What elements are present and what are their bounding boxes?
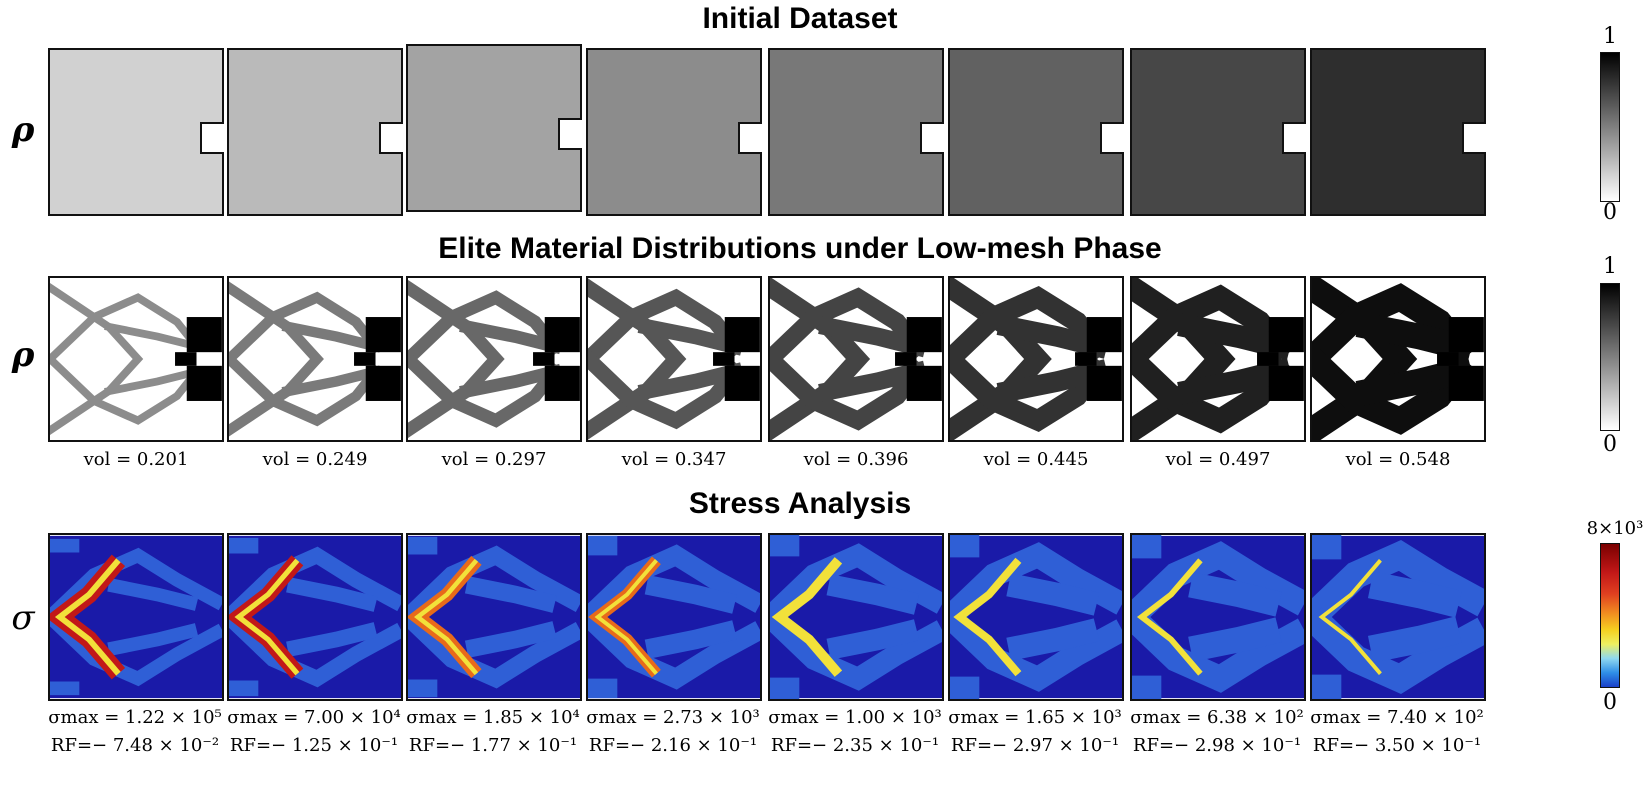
load-notch [379, 122, 403, 154]
load-notch [558, 118, 582, 150]
elite-density-panel [48, 276, 224, 442]
volume-label: vol = 0.497 [1165, 449, 1271, 470]
elite-density-panel [1130, 276, 1306, 442]
elite-density-panel [948, 276, 1124, 442]
title-elite-distributions: Elite Material Distributions under Low-m… [438, 232, 1162, 265]
initial-density-panel [768, 48, 944, 216]
row-label-sigma: σ [11, 598, 35, 638]
colorbar-rho-elite-max: 1 [1603, 254, 1617, 279]
colorbar-rho-initial-max: 1 [1603, 24, 1617, 49]
stress-max-label: σmax = 7.40 × 10² [1310, 707, 1484, 728]
load-notch [200, 122, 224, 154]
row-label-rho-initial: ρ [11, 110, 35, 150]
stress-max-label: σmax = 1.65 × 10³ [948, 707, 1122, 728]
colorbar-rho-elite [1600, 283, 1620, 431]
load-notch [920, 122, 944, 154]
initial-density-panel [948, 48, 1124, 216]
colorbar-rho-initial [1600, 52, 1620, 202]
initial-density-panel [1310, 48, 1486, 216]
reaction-force-label: RF=− 3.50 × 10⁻¹ [1312, 735, 1482, 756]
volume-label: vol = 0.249 [262, 449, 368, 470]
colorbar-sigma-min: 0 [1603, 690, 1617, 715]
reaction-force-label: RF=− 1.25 × 10⁻¹ [229, 735, 399, 756]
stress-max-label: σmax = 7.00 × 10⁴ [227, 707, 401, 728]
colorbar-rho-elite-min: 0 [1603, 432, 1617, 457]
stress-panel [227, 533, 403, 701]
reaction-force-label: RF=− 7.48 × 10⁻² [50, 735, 220, 756]
stress-panel [1310, 533, 1486, 701]
colorbar-sigma [1600, 543, 1620, 688]
stress-max-label: σmax = 1.00 × 10³ [768, 707, 942, 728]
volume-label: vol = 0.201 [83, 449, 189, 470]
volume-label: vol = 0.297 [441, 449, 547, 470]
load-notch [1462, 122, 1486, 154]
elite-density-panel [227, 276, 403, 442]
stress-panel [948, 533, 1124, 701]
reaction-force-label: RF=− 2.98 × 10⁻¹ [1132, 735, 1302, 756]
volume-label: vol = 0.347 [621, 449, 727, 470]
volume-label: vol = 0.445 [983, 449, 1089, 470]
initial-density-panel [1130, 48, 1306, 216]
reaction-force-label: RF=− 1.77 × 10⁻¹ [408, 735, 578, 756]
stress-max-label: σmax = 1.22 × 10⁵ [48, 707, 222, 728]
title-stress-analysis: Stress Analysis [688, 487, 912, 520]
stress-panel [48, 533, 224, 701]
elite-density-panel [406, 276, 582, 442]
load-notch [1282, 122, 1306, 154]
volume-label: vol = 0.396 [803, 449, 909, 470]
stress-max-label: σmax = 6.38 × 10² [1130, 707, 1304, 728]
reaction-force-label: RF=− 2.16 × 10⁻¹ [588, 735, 758, 756]
stress-panel [1130, 533, 1306, 701]
reaction-force-label: RF=− 2.35 × 10⁻¹ [770, 735, 940, 756]
initial-density-panel [406, 44, 582, 212]
stress-max-label: σmax = 1.85 × 10⁴ [406, 707, 580, 728]
colorbar-rho-initial-min: 0 [1603, 200, 1617, 225]
reaction-force-label: RF=− 2.97 × 10⁻¹ [950, 735, 1120, 756]
stress-max-label: σmax = 2.73 × 10³ [586, 707, 760, 728]
stress-panel [406, 533, 582, 701]
stress-panel [768, 533, 944, 701]
elite-density-panel [768, 276, 944, 442]
title-initial-dataset: Initial Dataset [702, 2, 898, 35]
stress-panel [586, 533, 762, 701]
initial-density-panel [227, 48, 403, 216]
elite-density-panel [586, 276, 762, 442]
colorbar-sigma-max: 8×10³ [1586, 518, 1644, 539]
load-notch [1100, 122, 1124, 154]
volume-label: vol = 0.548 [1345, 449, 1451, 470]
initial-density-panel [586, 48, 762, 216]
row-label-rho-elite: ρ [11, 335, 35, 375]
load-notch [738, 122, 762, 154]
elite-density-panel [1310, 276, 1486, 442]
initial-density-panel [48, 48, 224, 216]
